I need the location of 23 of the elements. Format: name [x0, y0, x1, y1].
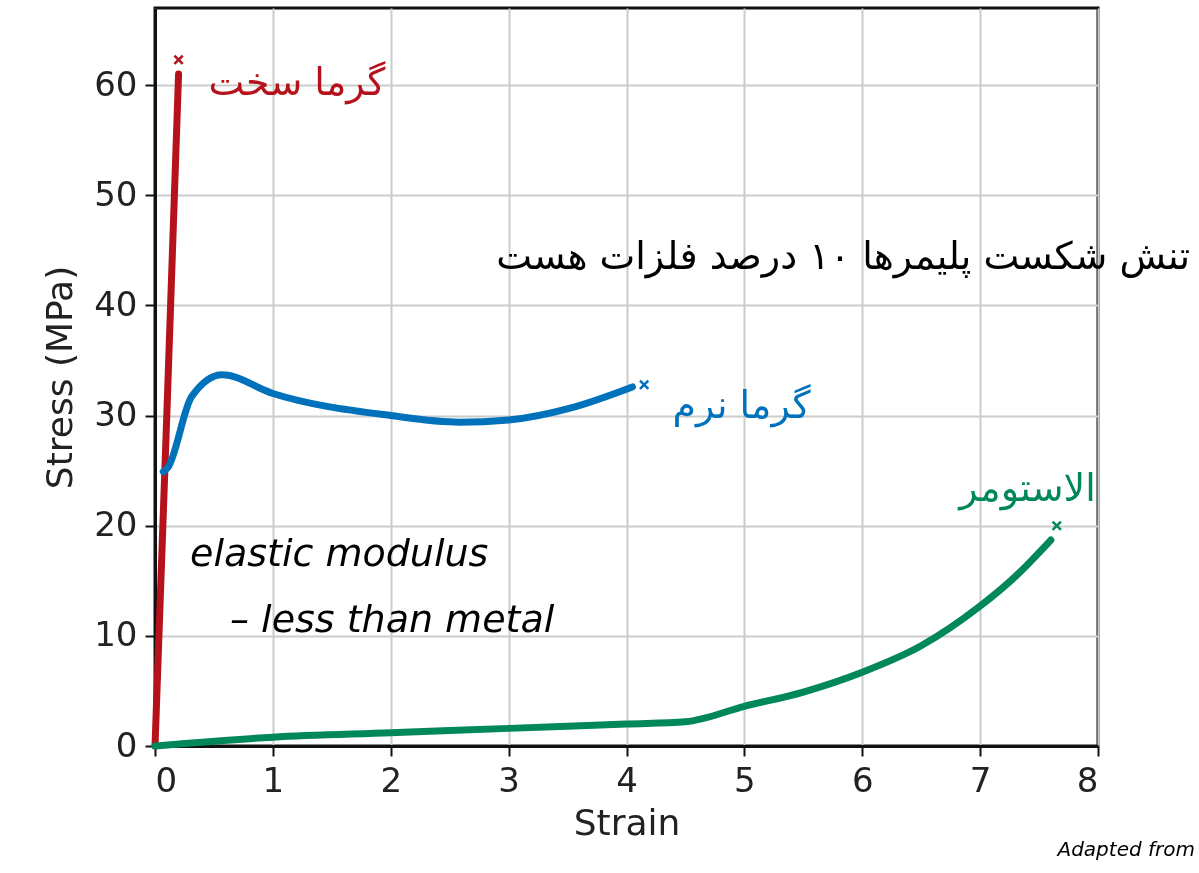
x-tick-label: 3 — [498, 759, 520, 800]
x-tick-label: 2 — [380, 759, 403, 800]
y-tick-label: 10 — [94, 614, 138, 655]
y-tick-label: 0 — [115, 724, 138, 765]
x-tick-label: 8 — [1076, 759, 1099, 800]
y-tick-label: 40 — [94, 283, 138, 324]
y-tick-label: 30 — [94, 394, 138, 435]
annotation: elastic modulus – less than metal — [190, 531, 555, 641]
x-tick-label: 0 — [155, 759, 178, 800]
x-tick-label: 1 — [262, 759, 285, 800]
series-label: گرما نرم — [672, 382, 812, 428]
series-label: الاستومر — [957, 466, 1096, 512]
text: Adapted from — [1055, 837, 1195, 861]
x-tick-label: 4 — [616, 759, 638, 800]
x-axis-title: Strain — [573, 801, 681, 843]
x-tick-label: 7 — [969, 759, 992, 800]
y-tick-label: 50 — [94, 173, 138, 214]
x-tick-label: 5 — [734, 759, 756, 800]
x-tick-label: 6 — [851, 759, 874, 800]
y-tick-label: 60 — [94, 63, 138, 104]
y-tick-label: 20 — [94, 504, 138, 545]
y-axis-title: Stress (MPa) — [39, 265, 81, 490]
series-label: گرما سخت — [208, 60, 387, 106]
